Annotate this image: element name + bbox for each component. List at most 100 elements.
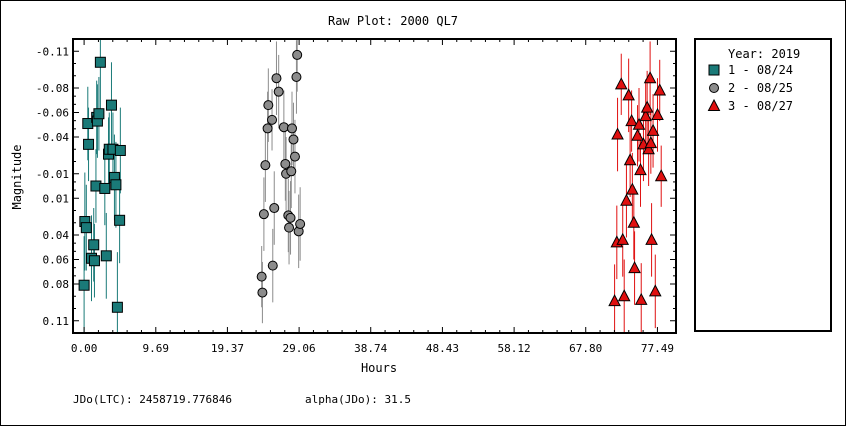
data-point: [269, 203, 280, 214]
x-tick-label: 29.06: [283, 342, 316, 355]
legend-marker-2: [709, 83, 719, 93]
legend-label-3: 3 - 08/27: [728, 99, 793, 113]
data-point: [654, 169, 668, 182]
legend-label-1: 1 - 08/24: [728, 63, 793, 77]
data-point: [643, 71, 657, 84]
data-point: [286, 166, 297, 177]
data-point: [280, 158, 291, 169]
data-point: [263, 100, 274, 111]
data-point: [608, 294, 621, 307]
y-tick-label: -0.04: [36, 131, 69, 144]
data-point: [273, 86, 284, 97]
data-point: [114, 144, 126, 156]
x-tick-label: 19.37: [211, 342, 244, 355]
y-axis-label: Magnitude: [10, 144, 24, 209]
y-tick-label: -0.11: [36, 45, 69, 58]
y-tick-label: -0.06: [36, 107, 69, 120]
y-tick-label: 0.08: [43, 278, 70, 291]
data-point: [99, 182, 111, 194]
data-point: [291, 71, 302, 82]
data-point: [653, 83, 667, 96]
data-point: [632, 117, 646, 130]
y-tick-label: -0.08: [36, 82, 69, 95]
data-point: [634, 162, 647, 176]
jdo-label: JDo(LTC): 2458719.776846: [73, 393, 232, 406]
data-point: [617, 289, 631, 302]
data-point: [80, 222, 92, 234]
x-tick-label: 9.69: [143, 342, 170, 355]
legend-title: Year: 2019: [728, 47, 800, 61]
x-axis-label: Hours: [361, 361, 397, 375]
data-point: [639, 109, 652, 122]
plot-area-frame: [72, 38, 677, 334]
data-point: [620, 193, 633, 206]
series-3: [608, 41, 668, 332]
data-point: [626, 182, 639, 195]
data-point: [110, 179, 122, 191]
data-point: [631, 128, 644, 141]
data-point: [83, 138, 95, 150]
data-point: [260, 160, 271, 171]
data-point: [257, 287, 268, 298]
data-point: [295, 218, 306, 229]
data-point: [285, 212, 296, 223]
data-point: [651, 107, 664, 120]
chart-title: Raw Plot: 2000 QL7: [328, 14, 458, 28]
data-point: [616, 232, 630, 245]
y-tick-label: 0.01: [43, 192, 70, 205]
data-point: [271, 73, 282, 84]
data-point: [634, 292, 648, 305]
data-point: [628, 260, 641, 274]
data-point: [111, 301, 123, 313]
data-point: [289, 151, 300, 162]
data-point: [258, 209, 269, 220]
series-2: [256, 40, 306, 324]
x-tick-label: 0.00: [71, 342, 98, 355]
data-point: [622, 88, 635, 101]
data-point: [611, 127, 624, 140]
y-tick-label: -0.01: [36, 168, 69, 181]
alpha-label: alpha(JDo): 31.5: [305, 393, 411, 406]
data-point: [114, 214, 126, 226]
data-point: [640, 100, 654, 113]
legend-marker-3: [707, 98, 721, 111]
data-point: [100, 250, 112, 262]
data-point: [292, 49, 303, 60]
data-point: [262, 123, 273, 134]
data-point: [78, 279, 90, 291]
data-point: [648, 284, 662, 297]
data-point: [94, 56, 106, 68]
data-point: [623, 153, 637, 166]
data-point: [256, 271, 267, 282]
y-tick-label: 0.11: [43, 315, 70, 328]
data-point: [646, 123, 660, 136]
data-point: [267, 114, 278, 125]
x-tick-label: 48.43: [426, 342, 459, 355]
data-point: [284, 222, 295, 233]
legend-label-2: 2 - 08/25: [728, 81, 793, 95]
data-point: [88, 239, 100, 251]
data-point: [625, 113, 638, 127]
data-point: [287, 123, 298, 134]
data-point: [105, 99, 117, 111]
legend-marker-1: [708, 64, 720, 76]
series-1: [78, 40, 126, 332]
x-tick-label: 77.49: [641, 342, 674, 355]
data-point: [644, 136, 658, 149]
data-point: [645, 232, 658, 245]
data-point: [642, 142, 655, 155]
x-tick-label: 67.80: [569, 342, 602, 355]
data-point: [288, 134, 299, 145]
data-point: [278, 122, 289, 133]
x-tick-label: 58.12: [498, 342, 531, 355]
data-point: [93, 108, 105, 120]
x-tick-label: 38.74: [354, 342, 387, 355]
data-point: [614, 77, 628, 90]
y-tick-label: 0.04: [43, 229, 70, 242]
legend: Year: 2019 1 - 08/24 2 - 08/25 3 - 08/27: [694, 38, 832, 332]
data-point: [627, 215, 641, 228]
data-point: [267, 260, 278, 271]
y-tick-label: 0.06: [43, 254, 70, 267]
